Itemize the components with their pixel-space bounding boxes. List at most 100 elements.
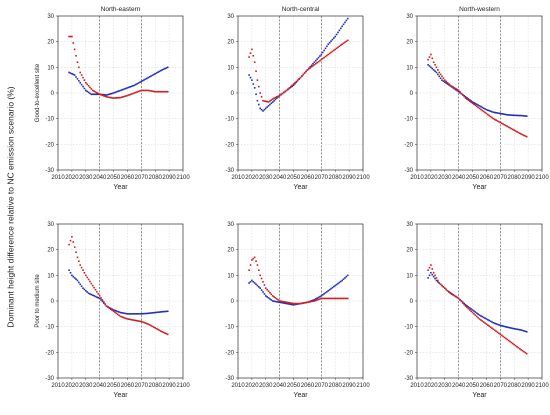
data-point xyxy=(251,79,253,81)
data-point xyxy=(482,321,485,323)
data-point xyxy=(126,318,129,320)
data-point xyxy=(427,277,429,279)
data-point xyxy=(285,302,288,305)
data-point xyxy=(68,269,70,271)
data-point xyxy=(313,61,316,63)
data-point xyxy=(121,316,123,318)
data-point xyxy=(460,300,463,303)
data-point xyxy=(446,289,449,292)
x-tick-label: 2020 xyxy=(65,383,79,389)
data-point xyxy=(498,332,500,335)
data-point xyxy=(73,277,76,279)
data-point xyxy=(87,91,90,94)
x-tick-label: 2020 xyxy=(424,383,438,389)
x-tick-label: 2090 xyxy=(162,175,176,181)
data-point xyxy=(258,286,260,288)
x-tick-label: 2080 xyxy=(149,383,163,389)
data-point xyxy=(126,87,129,89)
data-point xyxy=(330,287,332,290)
data-point xyxy=(337,297,339,300)
data-point xyxy=(71,236,73,238)
data-point xyxy=(125,317,127,320)
data-point xyxy=(516,328,518,331)
data-point xyxy=(86,90,88,93)
data-point xyxy=(477,106,479,109)
data-point xyxy=(252,280,255,283)
data-point xyxy=(445,82,447,84)
data-point xyxy=(125,87,127,90)
data-point xyxy=(122,312,125,314)
data-point xyxy=(126,313,129,315)
data-point xyxy=(500,324,503,327)
data-point xyxy=(266,288,268,291)
data-point xyxy=(517,131,520,134)
data-point xyxy=(321,297,324,300)
data-point xyxy=(498,120,500,123)
data-point xyxy=(157,90,159,93)
x-tick-label: 2030 xyxy=(438,383,452,389)
data-point xyxy=(500,334,503,337)
data-point xyxy=(258,85,260,88)
data-point xyxy=(94,91,97,93)
data-point xyxy=(136,319,138,322)
data-point xyxy=(492,117,495,120)
data-point xyxy=(459,91,461,93)
data-point xyxy=(438,75,441,78)
x-tick-label: 2060 xyxy=(480,175,494,181)
data-point xyxy=(96,93,98,96)
data-point xyxy=(118,96,120,99)
y-tick-label: -10 xyxy=(404,117,413,123)
data-point xyxy=(509,326,511,329)
data-point xyxy=(274,297,277,299)
data-point xyxy=(141,321,144,323)
data-point xyxy=(478,107,481,110)
data-point xyxy=(443,81,446,83)
data-point xyxy=(130,93,133,95)
data-point xyxy=(301,302,303,305)
data-point xyxy=(133,92,136,94)
data-point xyxy=(283,302,285,304)
data-point xyxy=(143,79,145,81)
data-point xyxy=(309,300,312,303)
data-point xyxy=(284,301,287,303)
data-point xyxy=(104,95,107,98)
data-point xyxy=(107,306,109,308)
data-point xyxy=(133,313,136,315)
y-tick-label: 0 xyxy=(51,91,55,97)
y-tick-label: 30 xyxy=(406,14,413,20)
data-point xyxy=(140,80,143,83)
data-point xyxy=(316,61,318,64)
data-point xyxy=(524,330,527,333)
data-point xyxy=(435,71,438,74)
data-point xyxy=(271,300,274,302)
data-point xyxy=(263,108,266,111)
data-point xyxy=(457,90,460,93)
data-point xyxy=(431,57,434,60)
data-point xyxy=(90,88,93,90)
data-point xyxy=(166,90,169,93)
y-tick-label: 10 xyxy=(227,273,234,279)
data-point xyxy=(252,83,255,85)
data-point xyxy=(154,311,157,314)
panel-title: North-eastern xyxy=(101,6,141,13)
data-point xyxy=(276,97,278,99)
data-point xyxy=(150,75,152,77)
data-point xyxy=(133,319,136,322)
x-tick-label: 2040 xyxy=(273,175,287,181)
data-point xyxy=(287,301,289,304)
data-point xyxy=(484,322,486,324)
data-point xyxy=(94,93,97,96)
data-point xyxy=(298,302,300,305)
data-point xyxy=(432,271,435,274)
data-point xyxy=(518,347,521,350)
data-point xyxy=(111,308,113,311)
data-point xyxy=(269,291,271,294)
data-point xyxy=(83,79,86,81)
data-point xyxy=(103,302,105,304)
data-point xyxy=(481,106,484,109)
data-point xyxy=(327,289,330,292)
data-point xyxy=(502,325,504,327)
data-point xyxy=(317,56,320,59)
data-point xyxy=(132,313,134,315)
data-point xyxy=(278,301,281,304)
